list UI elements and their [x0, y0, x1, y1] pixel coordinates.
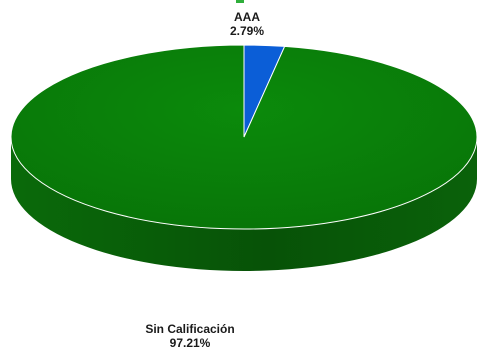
- slice-label-aaa-value: 2.79%: [229, 24, 265, 38]
- slice-label-sin-calificacion-value: 97.21%: [169, 336, 211, 350]
- pie-side-sin-calificación: [11, 137, 477, 271]
- slice-label-sin-calificacion: Sin Calificación 97.21%: [120, 322, 260, 350]
- pie-slice-sin-calificación: [10, 44, 478, 230]
- title-remnant: [236, 0, 244, 3]
- slice-label-aaa-name: AAA: [234, 10, 260, 24]
- pie-side-layer: [11, 137, 477, 271]
- slice-label-sin-calificacion-name: Sin Calificación: [145, 322, 235, 336]
- pie-top-layer: [10, 44, 478, 230]
- slice-label-aaa: AAA 2.79%: [217, 10, 277, 38]
